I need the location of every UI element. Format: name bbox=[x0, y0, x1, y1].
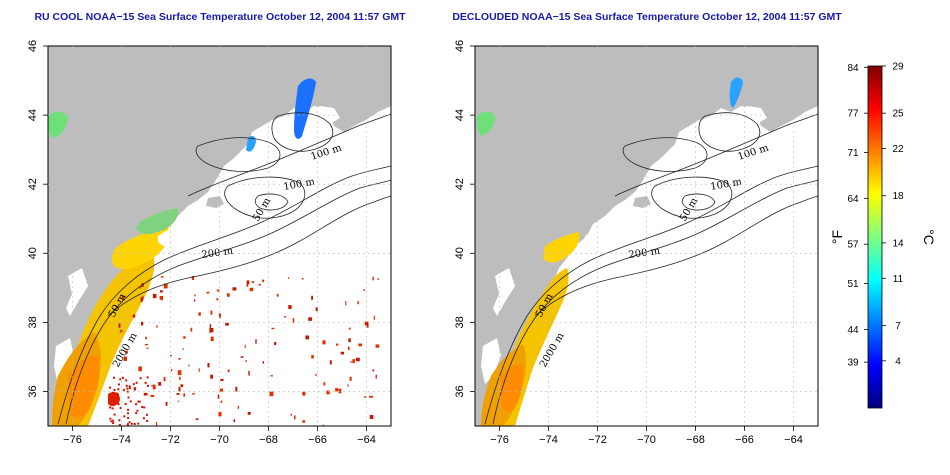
panel-title-declouded: DECLOUDED NOAA−15 Sea Surface Temperatur… bbox=[452, 11, 842, 23]
celsius-tick-label: 18 bbox=[892, 191, 904, 202]
lon-tick-label: −70 bbox=[210, 434, 229, 446]
colorbar: 29 25 22 18 14 11 7 4 84 77 71 64 57 51 44 39 °F °C bbox=[829, 62, 937, 409]
lat-tick-label: 44 bbox=[454, 109, 466, 121]
lon-tick-label: −72 bbox=[588, 434, 607, 446]
lon-tick-label: −66 bbox=[735, 434, 754, 446]
lat-tick-label: 40 bbox=[27, 247, 39, 259]
celsius-tick-label: 11 bbox=[893, 274, 904, 285]
lat-tick-label: 38 bbox=[454, 316, 466, 328]
celsius-unit-label: °C bbox=[921, 229, 937, 245]
fahrenheit-tick-label: 84 bbox=[847, 63, 859, 74]
fahrenheit-tick-label: 64 bbox=[847, 194, 859, 205]
lat-tick-label: 36 bbox=[454, 385, 466, 397]
celsius-tick-label: 7 bbox=[895, 321, 901, 332]
fahrenheit-unit-label: °F bbox=[829, 230, 845, 244]
lon-tick-label: −74 bbox=[539, 434, 558, 446]
scattered-warm-pixels bbox=[109, 276, 380, 426]
axes: −76 −74 −72 −70 −68 −66 −64 36 38 40 42 44 46 −76 −74 −… bbox=[27, 40, 818, 446]
lat-tick-label: 46 bbox=[27, 40, 39, 52]
fahrenheit-tick-label: 77 bbox=[847, 109, 859, 120]
colorbar-gradient bbox=[867, 65, 883, 409]
fahrenheit-tick-label: 51 bbox=[847, 279, 859, 290]
lat-tick-label: 44 bbox=[27, 109, 39, 121]
celsius-tick-label: 29 bbox=[892, 62, 904, 73]
panel-declouded: DECLOUDED NOAA−15 Sea Surface Temperatur… bbox=[452, 11, 842, 427]
fahrenheit-tick-label: 39 bbox=[847, 358, 859, 369]
lat-tick-label: 42 bbox=[27, 178, 39, 190]
lon-tick-label: −68 bbox=[686, 434, 705, 446]
contour-label: 200 m bbox=[628, 246, 661, 261]
lat-tick-label: 42 bbox=[454, 178, 466, 190]
panel-ru-cool: RU COOL NOAA−15 Sea Surface Temperature … bbox=[34, 11, 406, 427]
lat-tick-label: 40 bbox=[454, 247, 466, 259]
contour-label: 200 m bbox=[201, 246, 234, 261]
panel-title-ru-cool: RU COOL NOAA−15 Sea Surface Temperature … bbox=[34, 11, 406, 23]
celsius-tick-label: 14 bbox=[892, 238, 904, 249]
fahrenheit-tick-label: 71 bbox=[847, 148, 859, 159]
lon-tick-label: −64 bbox=[357, 434, 376, 446]
lon-tick-label: −68 bbox=[259, 434, 278, 446]
lon-tick-label: −72 bbox=[161, 434, 180, 446]
celsius-tick-label: 4 bbox=[895, 356, 901, 367]
lat-tick-label: 46 bbox=[454, 40, 466, 52]
lat-tick-label: 36 bbox=[27, 385, 39, 397]
lon-tick-label: −76 bbox=[63, 434, 82, 446]
lon-tick-label: −70 bbox=[637, 434, 656, 446]
lon-tick-label: −76 bbox=[490, 434, 509, 446]
lon-tick-label: −74 bbox=[112, 434, 131, 446]
fahrenheit-tick-label: 57 bbox=[847, 240, 859, 251]
fahrenheit-tick-label: 44 bbox=[847, 325, 859, 336]
lon-tick-label: −64 bbox=[784, 434, 803, 446]
lon-tick-label: −66 bbox=[308, 434, 327, 446]
lat-tick-label: 38 bbox=[27, 316, 39, 328]
celsius-tick-label: 25 bbox=[892, 109, 904, 120]
celsius-tick-label: 22 bbox=[892, 144, 904, 155]
